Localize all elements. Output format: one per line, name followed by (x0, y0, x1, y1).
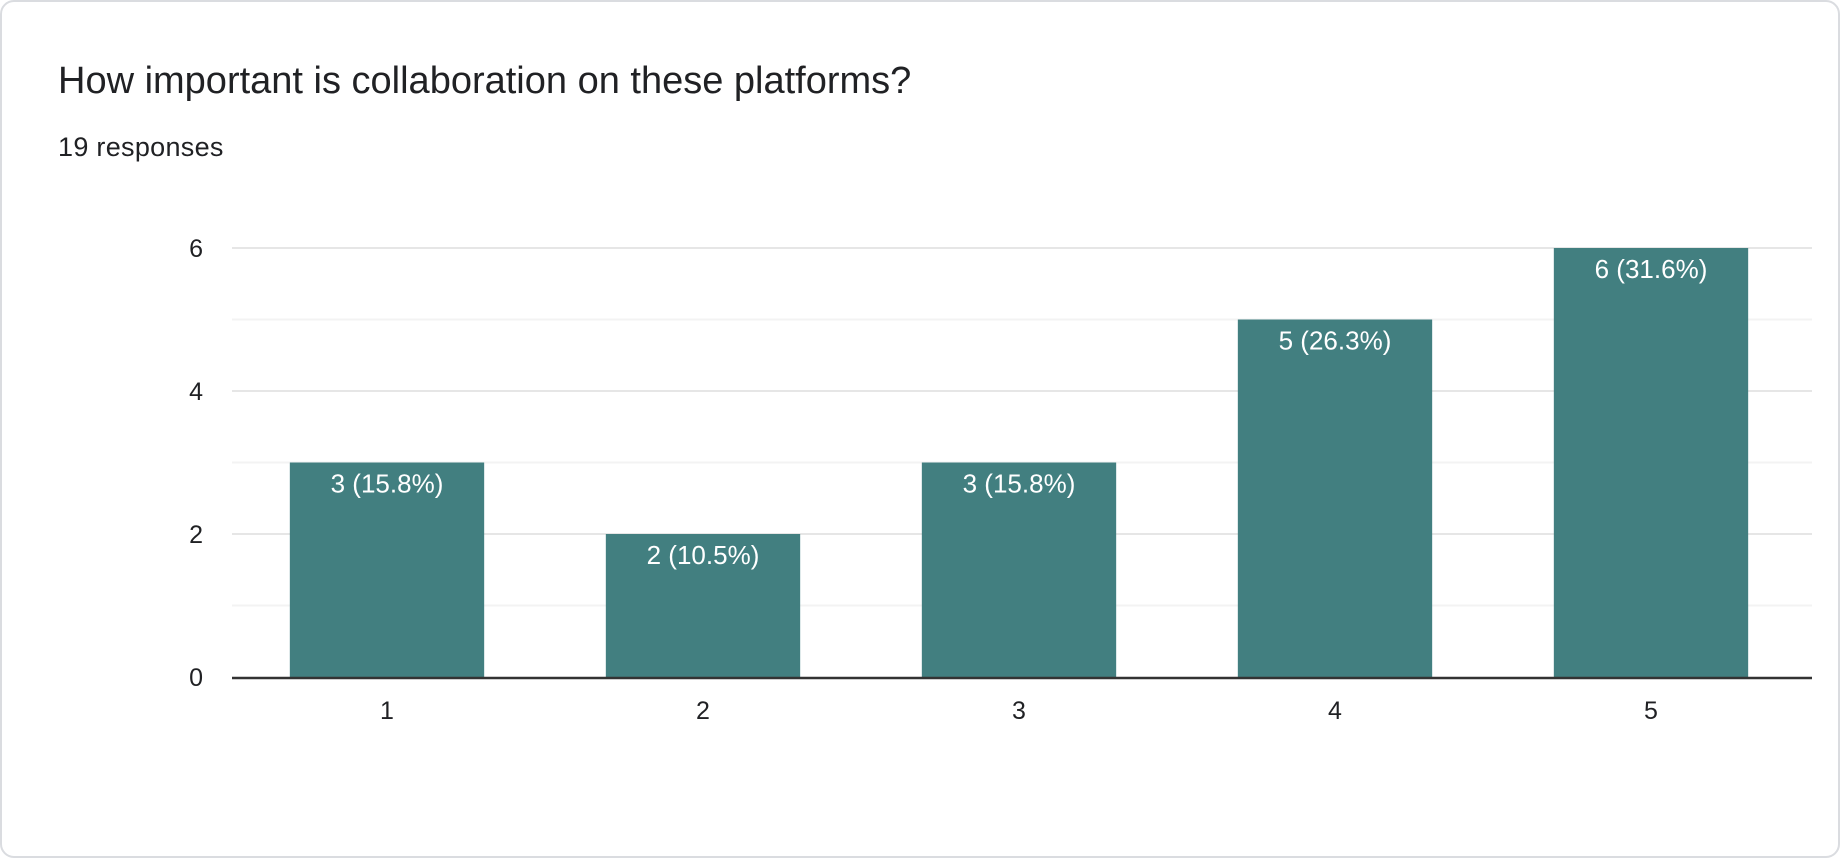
bar-5[interactable] (1553, 248, 1749, 677)
bar-labels: 3 (15.8%) 2 (10.5%) 3 (15.8%) 5 (26.3%) 6 (3… (331, 254, 1708, 570)
x-tick-label: 2 (696, 697, 710, 725)
bar-data-label: 3 (15.8%) (331, 469, 444, 499)
bar-data-label: 5 (26.3%) (1279, 326, 1392, 356)
bar-4[interactable] (1237, 319, 1433, 678)
bar-data-label: 3 (15.8%) (963, 469, 1076, 499)
y-tick-label: 2 (189, 521, 203, 549)
bar-data-label: 6 (31.6%) (1595, 254, 1708, 284)
y-tick-label: 4 (189, 378, 203, 406)
x-axis-ticks: 1 2 3 4 5 (380, 697, 1658, 725)
y-tick-label: 0 (189, 664, 203, 692)
bar-3[interactable] (921, 462, 1117, 678)
y-tick-label: 6 (189, 235, 203, 263)
x-tick-label: 5 (1644, 697, 1658, 725)
question-title: How important is collaboration on these … (58, 60, 912, 102)
x-tick-label: 3 (1012, 697, 1026, 725)
x-tick-label: 4 (1328, 697, 1342, 725)
bar-2[interactable] (605, 534, 801, 677)
bar-data-label: 2 (10.5%) (647, 540, 760, 570)
bars (289, 248, 1749, 678)
bar-1[interactable] (289, 462, 485, 678)
y-axis-ticks: 0 2 4 6 (189, 235, 203, 692)
x-tick-label: 1 (380, 697, 394, 725)
response-count: 19 responses (58, 132, 224, 162)
